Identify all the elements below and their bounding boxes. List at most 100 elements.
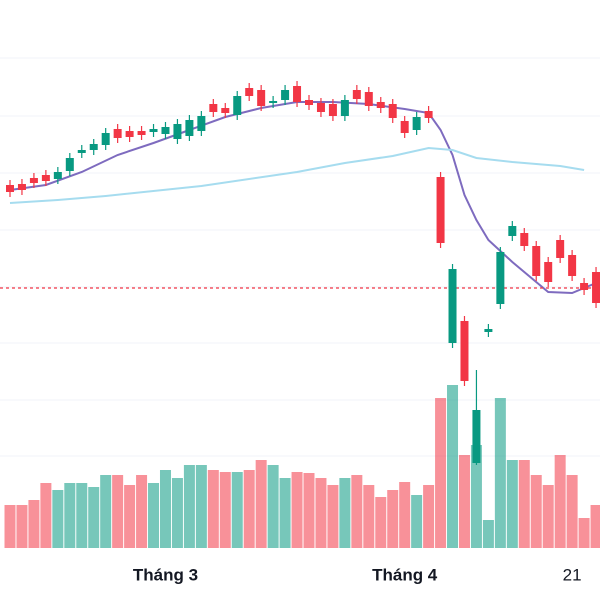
volume-bar — [506, 460, 518, 548]
volume-bar — [267, 465, 279, 548]
volume-bar — [554, 455, 566, 548]
x-tick-label: Tháng 4 — [372, 565, 438, 584]
candle-body — [316, 103, 325, 112]
x-tick-label: Tháng 3 — [133, 565, 198, 584]
candle-body — [580, 283, 589, 290]
candle-body — [508, 226, 517, 236]
candle-body — [568, 255, 577, 276]
candle-body — [161, 127, 170, 134]
volume-bar — [351, 475, 363, 548]
candle-body — [400, 121, 409, 133]
candle-body — [532, 246, 541, 276]
volume-bar — [578, 518, 590, 548]
volume-bar — [447, 385, 459, 548]
volume-bar — [375, 497, 387, 548]
volume-bar — [207, 470, 219, 548]
candle-body — [65, 158, 74, 171]
volume-bar — [542, 485, 554, 548]
volume-bar — [315, 478, 327, 548]
volume-bar — [243, 470, 255, 548]
candle-body — [592, 272, 600, 303]
candle-body — [472, 410, 481, 463]
volume-bar — [171, 478, 183, 548]
volume-bar — [482, 520, 494, 548]
volume-bar — [303, 473, 315, 548]
volume-bar — [435, 398, 447, 548]
volume-bar — [136, 475, 148, 548]
volume-bar — [231, 472, 243, 548]
volume-bar — [195, 465, 207, 548]
candle-body — [364, 92, 373, 106]
candle-body — [412, 117, 421, 130]
candle-body — [328, 104, 337, 116]
volume-bar — [52, 490, 64, 548]
candle-body — [209, 104, 218, 112]
candle-body — [496, 252, 505, 304]
volume-bar — [399, 482, 411, 548]
candle-body — [257, 90, 266, 106]
candle-body — [89, 144, 98, 150]
volume-bar — [279, 478, 291, 548]
candle-body — [520, 233, 529, 246]
volume-bar — [4, 505, 16, 548]
candle-body — [293, 86, 302, 102]
candle-body — [544, 262, 553, 282]
candle-body — [281, 90, 290, 100]
candle-body — [376, 102, 385, 108]
volume-bar — [28, 500, 40, 548]
candle-body — [352, 90, 361, 99]
volume-bar — [590, 505, 600, 548]
volume-bar — [387, 490, 399, 548]
volume-bar — [423, 485, 435, 548]
volume-bar — [339, 478, 351, 548]
candle-body — [101, 133, 110, 145]
volume-bar — [518, 460, 530, 548]
volume-bar — [566, 475, 578, 548]
candle-body — [221, 108, 230, 113]
candle-body — [436, 177, 445, 243]
moving-average — [9, 146, 585, 204]
candle-body — [29, 178, 38, 183]
volume-bar — [458, 455, 470, 548]
volume-bar — [363, 485, 375, 548]
volume-bar — [159, 470, 171, 548]
candle-body — [556, 240, 565, 258]
candle-body — [388, 104, 397, 118]
volume-bar — [494, 398, 506, 548]
candle-body — [197, 116, 206, 131]
candle-body — [424, 111, 433, 118]
volume-bar — [64, 483, 76, 548]
volume-bar — [76, 483, 88, 548]
volume-bar — [183, 465, 195, 548]
candle-body — [484, 329, 493, 332]
volume-bar — [291, 472, 303, 548]
candle-body — [149, 129, 158, 132]
volume-bar — [411, 495, 423, 548]
volume-bar — [327, 485, 339, 548]
volume-bar — [112, 475, 124, 548]
volume-bar — [148, 483, 160, 548]
volume-bar — [40, 483, 52, 548]
volume-bar — [530, 475, 542, 548]
volume-bar — [124, 485, 136, 548]
candle-body — [17, 184, 26, 190]
candle-body — [173, 124, 182, 139]
candle-body — [305, 100, 313, 105]
volume-bar — [255, 460, 267, 548]
volume-bar — [88, 487, 100, 548]
candle-body — [113, 129, 122, 138]
candle-body — [41, 175, 50, 181]
volume-bar — [16, 505, 28, 548]
moving-average — [9, 101, 597, 295]
candle-body — [77, 150, 86, 153]
candle-body — [185, 120, 194, 136]
candle-body — [137, 131, 146, 135]
candle-body — [269, 101, 278, 103]
candle-body — [460, 321, 469, 381]
candle-body — [233, 96, 242, 115]
candle-body — [340, 100, 349, 116]
volume-bar — [100, 475, 112, 548]
candle-body — [53, 172, 62, 179]
volume-bar — [470, 445, 482, 548]
